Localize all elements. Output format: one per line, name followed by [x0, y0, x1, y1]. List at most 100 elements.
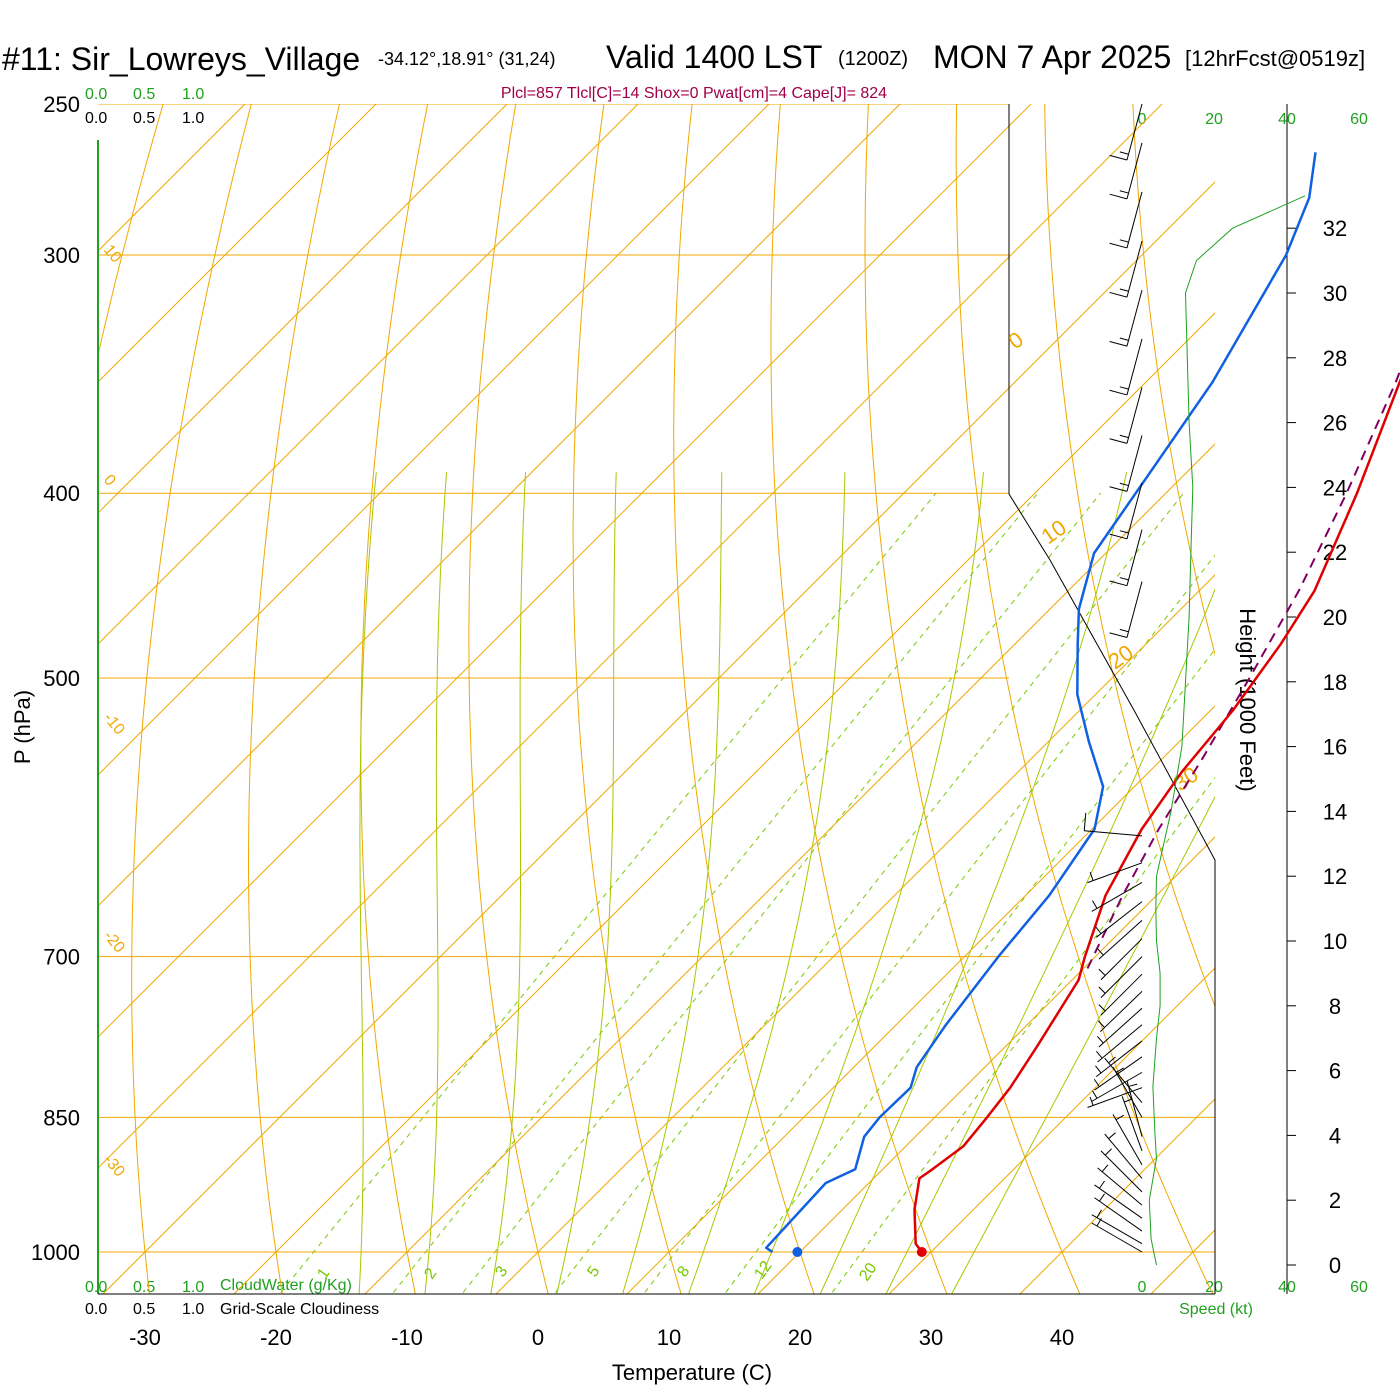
height-tick-label: 6: [1329, 1059, 1341, 1084]
isotherm: [888, 967, 1215, 1294]
wind-barb-staff: [1095, 901, 1143, 938]
cloud-scale-tick: 1.0: [182, 1301, 204, 1318]
x-tick-label: 10: [657, 1325, 681, 1350]
wind-barb-half-flag: [1093, 1078, 1100, 1087]
wind-barb: [1112, 1114, 1143, 1166]
wind-barb-staff: [1094, 1197, 1143, 1232]
x-tick-label: 30: [919, 1325, 943, 1350]
axis-labels: -30 -20 -10 0 10 20 30 402503004005007008501000…: [31, 92, 1347, 1350]
p-tick-label: 1000: [31, 1240, 80, 1265]
wind-barb-staff: [1091, 1222, 1143, 1253]
wind-barb-staff: [1084, 830, 1143, 837]
thetae-label: 0: [1004, 327, 1028, 355]
theta-label: -30: [100, 1152, 128, 1181]
dry-adiabat: [248, 104, 341, 1294]
moist-adiabat: [490, 472, 526, 1294]
isotherm: [233, 312, 1215, 1294]
wind-barb-half-flag: [1115, 1067, 1125, 1073]
cloudwater-label: CloudWater (g/Kg): [220, 1277, 352, 1294]
cloud-scale-tick: 0.5: [133, 1279, 155, 1296]
wind-barbs: [1083, 103, 1143, 1253]
isotherm: [626, 705, 1215, 1294]
wind-barb-half-flag: [1095, 926, 1102, 934]
wind-barb-half-flag: [1119, 288, 1129, 292]
wind-barb-staff: [1126, 142, 1143, 199]
wind-barb: [1095, 1024, 1143, 1063]
wind-barb-half-flag: [1119, 530, 1129, 534]
wind-panel-boundary: [1008, 104, 1216, 1294]
isotherm: [1150, 1229, 1215, 1294]
wind-barb-half-flag: [1119, 190, 1129, 194]
wind-barb-flag: [1109, 632, 1128, 639]
wind-barb: [1096, 1007, 1143, 1048]
cloud-scale-tick: 0.5: [133, 110, 155, 127]
isotherm: [757, 836, 1215, 1294]
wind-barb: [1104, 1056, 1143, 1103]
speed-tick: 0: [1138, 1279, 1147, 1296]
wind-barb: [1109, 338, 1143, 396]
wind-barb-staff: [1126, 435, 1143, 492]
dry-adiabat: [1132, 104, 1215, 657]
dry-adiabat: [360, 104, 429, 1294]
wind-barb-half-flag: [1098, 986, 1106, 994]
x-tick-label: 40: [1050, 1325, 1074, 1350]
cloud-scale-tick: 0.5: [133, 86, 155, 103]
wind-barb-half-flag: [1128, 1083, 1138, 1087]
speed-tick: 20: [1205, 1279, 1223, 1296]
wind-barb: [1087, 1087, 1143, 1108]
wind-barb-half-flag: [1096, 948, 1104, 956]
wind-barb-staff: [1104, 1057, 1143, 1103]
wind-barb: [1098, 956, 1143, 999]
dry-adiabat: [131, 104, 252, 1294]
wind-barb: [1109, 103, 1143, 161]
y-axis-title: P (hPa): [10, 690, 35, 764]
wind-barb: [1109, 482, 1143, 540]
wind-speed-profile: [1148, 195, 1306, 1266]
wind-barb: [1091, 881, 1143, 912]
mixing-ratio-line: [643, 554, 1215, 1294]
plot-frame: [97, 104, 1288, 1295]
mixing-ratio-label: 3: [492, 1263, 511, 1280]
x-tick-label: -10: [391, 1325, 423, 1350]
wind-barb: [1109, 581, 1143, 639]
speed-tick: 60: [1350, 111, 1368, 128]
height-tick-label: 28: [1323, 346, 1347, 371]
wind-barb-flag: [1109, 242, 1128, 249]
cloudiness-label: Grid-Scale Cloudiness: [220, 1301, 379, 1318]
cloud-scale-bottom-black: 0.0 0.5 1.0 Grid-Scale Cloudiness: [85, 1301, 379, 1318]
sounding-traces: [764, 152, 1400, 1266]
surface-dewpoint-marker: [792, 1247, 803, 1257]
valid-time: Valid 1400 LST: [606, 39, 822, 75]
wind-barb-staff: [1104, 1133, 1143, 1179]
wind-barb-flag: [1109, 389, 1128, 396]
station-title: #11: Sir_Lowreys_Village: [2, 41, 360, 77]
wind-barb-staff: [1097, 1167, 1143, 1206]
theta-label: 0: [100, 472, 119, 490]
wind-barb: [1109, 435, 1143, 492]
wind-barb-staff: [1112, 1114, 1143, 1166]
wind-barb-staff: [1126, 103, 1143, 161]
parcel-trace: [1086, 368, 1400, 969]
wind-barb-staff: [1087, 1087, 1143, 1108]
wind-barb: [1098, 973, 1143, 1016]
wind-barb-staff: [1100, 1150, 1143, 1193]
height-axis-title: Height (1000 Feet): [1235, 608, 1260, 791]
theta-label: -10: [100, 710, 128, 739]
cloud-scale-tick: 1.0: [182, 110, 204, 127]
height-tick-label: 16: [1323, 735, 1347, 760]
isotherm: [98, 104, 901, 907]
zulu-time: (1200Z): [838, 48, 908, 70]
wind-barb: [1109, 289, 1143, 347]
dry-adiabat: [468, 104, 549, 1294]
wind-barb-flag: [1109, 193, 1128, 200]
wind-barb-half-flag: [1119, 482, 1129, 487]
wind-barb-half-flag: [1098, 1004, 1106, 1012]
x-tick-label: 0: [532, 1325, 544, 1350]
height-tick-label: 4: [1329, 1123, 1341, 1148]
wind-barb-half-flag: [1119, 337, 1129, 341]
isotherm: [98, 104, 377, 383]
dry-adiabat: [955, 104, 1214, 1294]
forecast-info: [12hrFcst@0519z]: [1185, 46, 1365, 71]
isotherm: [98, 104, 770, 776]
